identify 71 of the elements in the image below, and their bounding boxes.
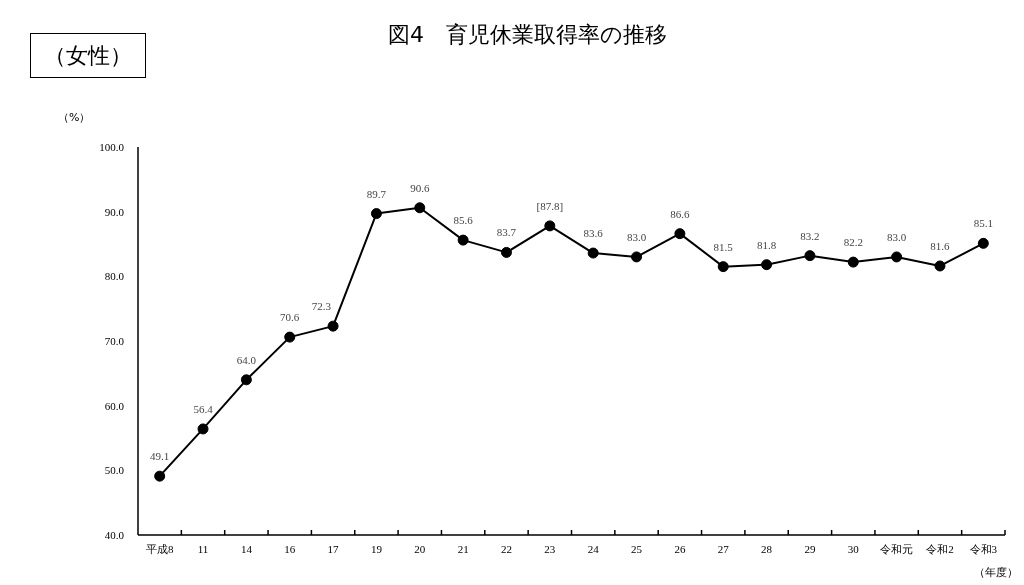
x-tick-label: 24: [587, 543, 600, 555]
point: [197, 423, 209, 435]
point: [284, 331, 296, 343]
x-axis-title: （年度）: [974, 565, 1018, 580]
y-tick-label: 40.0: [104, 528, 125, 541]
data-label: 89.7: [366, 187, 387, 200]
y-axis-title: （%）: [58, 110, 91, 125]
y-tick-label: 70.0: [104, 334, 125, 347]
y-tick-label: 60.0: [104, 399, 125, 412]
point: [327, 320, 339, 332]
y-tick-label: 80.0: [104, 270, 125, 283]
point: [414, 202, 426, 214]
x-tick-label: 27: [717, 543, 730, 555]
point: [674, 228, 686, 240]
point: [631, 251, 643, 263]
x-tick-label: 令和3: [969, 543, 998, 555]
point: [847, 256, 859, 268]
data-label: 81.6: [930, 239, 951, 252]
point: [934, 260, 946, 272]
x-tick-label: 20: [414, 543, 426, 555]
x-tick-label: 21: [457, 543, 469, 555]
x-tick-label: 25: [631, 543, 643, 555]
point: [587, 247, 599, 259]
x-tick-label: 令和元: [880, 543, 914, 555]
point: [240, 374, 252, 386]
y-tick-label: 50.0: [104, 464, 125, 477]
data-label: 83.0: [626, 230, 647, 243]
point: [804, 250, 816, 262]
point: [457, 234, 469, 246]
data-label: 83.6: [583, 227, 604, 240]
x-tick-label: 17: [327, 543, 340, 555]
chart-subtitle: （女性）: [30, 33, 146, 78]
x-tick-label: 23: [544, 543, 556, 555]
data-label: [87.8]: [536, 199, 564, 212]
chart-title: 図4 育児休業取得率の推移: [388, 21, 667, 49]
point: [544, 220, 556, 232]
data-label: 72.3: [311, 300, 332, 313]
x-tick-label: 19: [370, 543, 383, 555]
x-tick-label: 16: [284, 543, 296, 555]
data-label: 70.6: [280, 311, 300, 324]
data-label: 81.8: [756, 238, 777, 251]
x-tick-label: 14: [240, 543, 253, 555]
data-label: 85.6: [453, 214, 474, 227]
data-label: 83.7: [496, 226, 517, 239]
y-tick-label: 100.0: [99, 140, 125, 153]
data-label: 83.0: [887, 230, 907, 243]
data-label: 56.4: [193, 402, 214, 415]
x-tick-label: 28: [761, 543, 773, 555]
x-tick-label: 26: [674, 543, 686, 555]
data-label: 81.5: [713, 240, 734, 253]
data-label: 90.6: [410, 181, 430, 194]
data-label: 82.2: [843, 236, 863, 249]
point: [717, 261, 729, 273]
x-tick-label: 平成8: [145, 543, 174, 555]
x-tick-label: 22: [500, 543, 512, 555]
point: [977, 237, 989, 249]
data-label: 83.2: [800, 229, 820, 242]
data-label: 64.0: [236, 353, 257, 366]
data-label: 85.1: [973, 217, 993, 230]
data-label: 49.1: [150, 450, 170, 463]
point: [370, 208, 382, 220]
data-label: 86.6: [670, 207, 690, 220]
y-tick-label: 90.0: [104, 205, 125, 218]
point: [891, 251, 903, 263]
point: [500, 246, 512, 258]
x-tick-label: 11: [197, 543, 209, 555]
point: [154, 470, 166, 482]
x-tick-label: 30: [847, 543, 860, 555]
x-tick-label: 令和2: [926, 543, 954, 555]
point: [761, 259, 773, 271]
x-tick-label: 29: [804, 543, 816, 555]
